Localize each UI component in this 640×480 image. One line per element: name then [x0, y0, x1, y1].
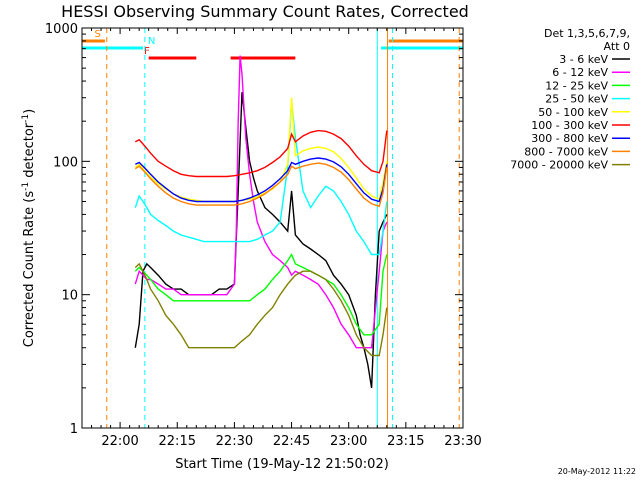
series-line: [134, 252, 388, 336]
x-tick-label: 23:15: [387, 434, 424, 449]
y-tick-label: 1: [70, 422, 78, 437]
flag-label: S: [95, 29, 101, 40]
legend-entry-label: 50 - 100 keV: [538, 106, 608, 119]
legend-entry-label: 800 - 7000 keV: [524, 145, 608, 158]
y-tick-label: 10: [61, 289, 78, 304]
series-line: [134, 55, 388, 349]
flag-layer: S NF: [82, 29, 463, 60]
series-line: [135, 157, 388, 203]
plot-frame: [81, 27, 464, 429]
flag-label: N: [148, 36, 155, 47]
x-axis-label: Start Time (19-May-12 21:50:02): [175, 457, 389, 472]
series-line: [134, 129, 388, 178]
x-axis: 22:00 22:15 22:30 22:45 23:00 23:15 23:30: [81, 28, 482, 449]
legend-entry-label: 6 - 12 keV: [552, 66, 608, 79]
x-tick-label: 22:15: [159, 434, 196, 449]
vertical-marker-layer: [106, 28, 460, 428]
x-tick-label: 22:00: [101, 434, 138, 449]
chart-title: HESSI Observing Summary Count Rates, Cor…: [61, 2, 469, 21]
series-line: [134, 162, 388, 208]
legend-entry-label: 12 - 25 keV: [545, 79, 608, 92]
x-tick-label: 23:00: [330, 434, 367, 449]
series-line: [134, 92, 388, 389]
y-axis-label: Corrected Count Rate (s-1 detector-1): [21, 109, 37, 347]
legend-entry-label: 7000 - 20000 keV: [510, 159, 608, 172]
x-tick-label: 22:30: [216, 434, 253, 449]
series-line: [134, 262, 388, 357]
y-axis: 1 10 100 1000: [45, 22, 463, 437]
legend-entry-label: 300 - 800 keV: [531, 132, 608, 145]
legend-entry-label: 100 - 300 keV: [531, 119, 608, 132]
series-line: [134, 97, 388, 203]
series-line: [134, 101, 388, 256]
timestamp: 20-May-2012 11:22: [558, 467, 636, 476]
legend-entry-label: 3 - 6 keV: [559, 53, 608, 66]
y-tick-label: 1000: [45, 22, 78, 37]
y-tick-label: 100: [53, 155, 78, 170]
legend-title-detectors: Det 1,3,5,6,7,9,: [544, 27, 630, 40]
x-tick-label: 23:30: [444, 434, 481, 449]
series-layer: [134, 55, 388, 389]
flag-label: F: [144, 46, 150, 57]
x-tick-label: 22:45: [273, 434, 310, 449]
legend-entry-label: 25 - 50 keV: [545, 93, 608, 106]
legend-title-attenuator: Att 0: [604, 40, 630, 53]
